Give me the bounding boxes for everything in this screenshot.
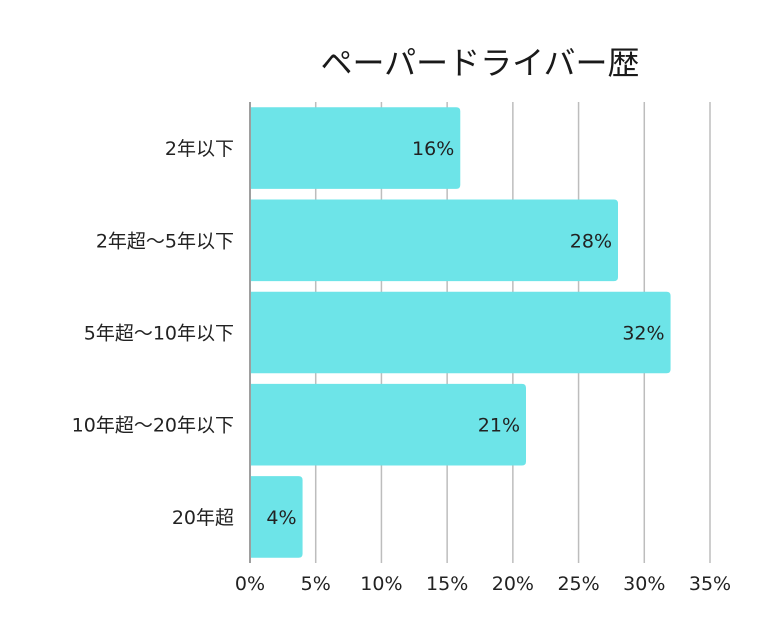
bar-value-label: 32%: [622, 323, 664, 345]
category-label: 2年以下: [165, 138, 234, 160]
x-tick-label: 20%: [492, 573, 534, 595]
chart-title: ペーパードライバー歴: [320, 44, 639, 82]
x-tick-label: 0%: [235, 573, 265, 595]
bar: [250, 476, 303, 558]
x-tick-label: 10%: [360, 573, 402, 595]
bar: [250, 291, 671, 374]
bar-value-label: 4%: [266, 507, 296, 529]
x-tick-label: 35%: [689, 573, 731, 595]
category-label: 10年超～20年以下: [72, 415, 234, 437]
x-tick-label: 25%: [557, 573, 599, 595]
bar: [250, 199, 618, 282]
bar: [250, 107, 461, 189]
bar-value-label: 16%: [412, 138, 454, 160]
x-axis-tick-labels: 0% 5% 10% 15% 20% 25% 30% 35%: [235, 573, 731, 595]
category-label: 2年超～5年以下: [96, 230, 234, 252]
bar: [250, 383, 526, 466]
category-labels: 2年以下 2年超～5年以下 5年超～10年以下 10年超～20年以下 20年超: [72, 138, 234, 529]
bars: 16% 28% 32% 21% 4%: [250, 107, 671, 558]
bar-value-label: 28%: [570, 230, 612, 252]
category-label: 5年超～10年以下: [84, 323, 234, 345]
x-tick-label: 5%: [301, 573, 331, 595]
category-label: 20年超: [172, 507, 234, 529]
x-tick-label: 15%: [426, 573, 468, 595]
x-tick-label: 30%: [623, 573, 665, 595]
bar-value-label: 21%: [478, 415, 520, 437]
